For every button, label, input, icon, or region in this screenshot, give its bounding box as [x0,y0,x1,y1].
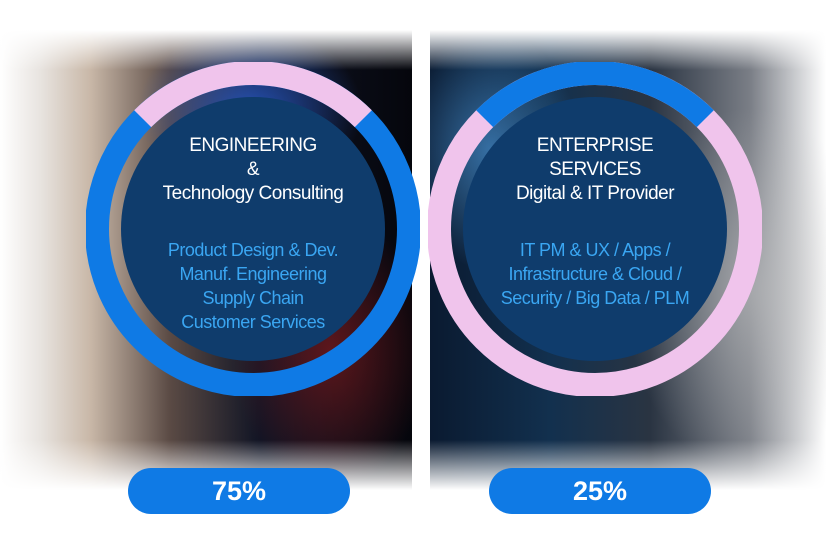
engineering-service-item: Product Design & Dev. [167,240,339,260]
engineering-title-line-1: ENGINEERING [189,135,317,156]
engineering-title-line-3: Technology Consulting [162,183,344,204]
enterprise-blue-arc [476,62,714,128]
enterprise-title-line-3: Digital & IT Provider [515,183,675,204]
engineering-service-item: Customer Services [181,312,325,332]
enterprise-disc [463,97,727,361]
engineering-percent-badge: 75% [128,468,350,514]
engineering-service-item: Manuf. Engineering [179,264,327,284]
engineering-services-list: Product Design & Dev. Manuf. Engineering… [86,238,420,334]
enterprise-title: ENTERPRISE SERVICES Digital & IT Provide… [428,134,762,206]
enterprise-title-line-2: SERVICES [549,159,641,180]
engineering-disc [121,97,385,361]
enterprise-percent-badge: 25% [489,468,711,514]
enterprise-title-line-1: ENTERPRISE [536,135,654,156]
enterprise-service-item: IT PM & UX / Apps / [519,240,671,260]
engineering-title: ENGINEERING & Technology Consulting [86,134,420,206]
enterprise-services-list: IT PM & UX / Apps / Infrastructure & Clo… [428,238,762,310]
enterprise-share-ring: ENTERPRISE SERVICES Digital & IT Provide… [428,62,762,396]
engineering-share-ring: ENGINEERING & Technology Consulting Prod… [86,62,420,396]
engineering-service-item: Supply Chain [202,288,304,308]
engineering-pink-arc [134,62,372,128]
enterprise-service-item: Infrastructure & Cloud / [508,264,682,284]
enterprise-service-item: Security / Big Data / PLM [500,288,690,308]
engineering-title-line-2: & [246,159,260,180]
